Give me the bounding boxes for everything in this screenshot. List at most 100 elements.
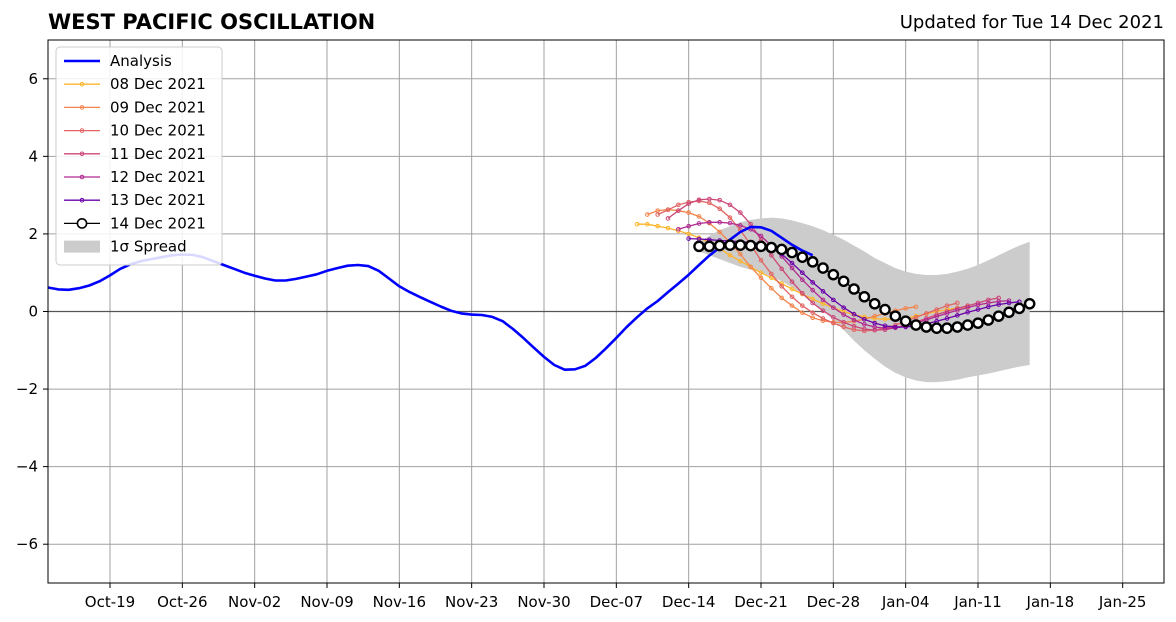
chart-updated-date: Updated for Tue 14 Dec 2021	[899, 12, 1164, 33]
y-tick-label: −2	[16, 380, 38, 398]
legend-label: 13 Dec 2021	[110, 191, 206, 209]
latest-forecast-point	[796, 251, 809, 264]
x-tick-label: Dec-14	[662, 593, 716, 611]
forecast-point	[800, 290, 805, 296]
forecast-point	[789, 294, 795, 300]
forecast-point	[665, 225, 671, 231]
forecast-point	[758, 233, 764, 239]
latest-forecast-point	[1013, 302, 1026, 315]
forecast-point	[789, 260, 795, 266]
legend-marker	[76, 217, 88, 229]
forecast-point	[769, 271, 774, 277]
latest-forecast-point	[930, 322, 943, 334]
forecast-point	[810, 287, 815, 293]
forecast-point	[789, 286, 795, 292]
legend-marker	[79, 174, 85, 180]
forecast-point	[748, 264, 753, 270]
forecast-point	[1006, 300, 1012, 306]
latest-forecast-point	[961, 319, 974, 331]
y-tick-label: 0	[28, 303, 38, 321]
latest-forecast-point	[920, 321, 933, 333]
forecast-point	[727, 252, 733, 258]
forecast-point	[758, 270, 764, 276]
forecast-point	[738, 251, 743, 257]
legend: Analysis 08 Dec 2021 09 Dec 2021 10 Dec 202…	[55, 46, 223, 266]
forecast-point	[779, 266, 784, 272]
grid-lines	[48, 40, 1164, 583]
forecast-point	[696, 197, 702, 203]
latest-forecast-point	[724, 239, 736, 251]
latest-forecast-point	[775, 243, 788, 256]
forecast-point	[955, 308, 960, 313]
forecast-point	[831, 315, 836, 320]
forecast-point	[800, 303, 805, 308]
y-tick-label: 4	[28, 147, 38, 165]
legend-label: 14 Dec 2021	[110, 214, 206, 232]
y-tick-label: −6	[16, 535, 38, 553]
forecast-point	[862, 316, 867, 322]
x-tick-label: Nov-23	[445, 593, 498, 611]
latest-forecast-point	[1003, 306, 1015, 319]
forecast-point	[862, 321, 867, 327]
forecast-point	[820, 308, 826, 314]
forecast-point	[676, 208, 681, 213]
legend-box	[55, 46, 223, 266]
x-tick-label: Nov-02	[228, 593, 281, 611]
forecast-point	[820, 316, 826, 321]
forecast-point	[934, 307, 939, 312]
latest-forecast-point	[693, 240, 705, 253]
latest-forecast-point	[817, 262, 829, 274]
axes-layer: Oct-19 Oct-26 Nov-02 Nov-09 Nov-16 Nov-23 Nov-…	[16, 39, 1165, 611]
latest-forecast-point	[982, 314, 995, 326]
forecast-point	[810, 310, 815, 315]
x-tick-label: Oct-26	[157, 593, 207, 611]
latest-forecast-point	[941, 322, 953, 334]
forecast-point	[727, 220, 733, 226]
forecast-point	[655, 223, 660, 229]
forecast-point	[955, 300, 960, 306]
legend-label: 11 Dec 2021	[110, 145, 206, 163]
forecast-line	[647, 208, 917, 324]
latest-forecast-point	[827, 268, 840, 281]
latest-forecast-point	[858, 290, 871, 303]
forecast-point	[676, 202, 681, 208]
forecast-point	[841, 324, 846, 330]
latest-forecast-point	[744, 239, 757, 252]
latest-forecast-point	[899, 315, 912, 327]
forecast-point	[738, 258, 743, 264]
legend-label: 12 Dec 2021	[110, 168, 206, 186]
forecast-point	[810, 280, 815, 285]
forecast-point	[831, 297, 836, 303]
forecast-point	[965, 305, 970, 310]
forecast-point	[841, 312, 846, 317]
latest-forecast-point	[734, 239, 747, 251]
forecast-point	[841, 320, 846, 325]
legend-handle-spread	[64, 240, 100, 253]
forecast-point	[872, 313, 877, 319]
chart-title: WEST PACIFIC OSCILLATION	[48, 10, 376, 34]
x-tick-label: Dec-21	[734, 593, 788, 611]
latest-forecast-point	[755, 240, 767, 253]
legend-marker	[79, 105, 85, 110]
legend-label: 1σ Spread	[110, 238, 187, 256]
y-tick-label: −4	[16, 458, 38, 476]
latest-forecast-point	[910, 319, 922, 331]
forecast-point	[851, 323, 857, 329]
series-layer	[47, 196, 1036, 372]
forecast-point	[779, 295, 784, 301]
forecast-point	[820, 297, 826, 303]
forecast-point	[841, 305, 846, 310]
forecast-point	[924, 311, 929, 316]
x-tick-label: Jan-25	[1098, 593, 1147, 611]
forecast-point	[696, 214, 702, 219]
forecast-point	[800, 277, 805, 282]
forecast-point	[882, 316, 888, 322]
x-tick-label: Jan-04	[881, 593, 930, 611]
x-tick-label: Jan-11	[953, 593, 1002, 611]
forecast-point	[645, 221, 650, 227]
forecast-point	[996, 302, 1001, 307]
latest-forecast-point	[972, 317, 984, 329]
forecast-point	[800, 270, 805, 276]
forecast-point	[727, 202, 733, 208]
